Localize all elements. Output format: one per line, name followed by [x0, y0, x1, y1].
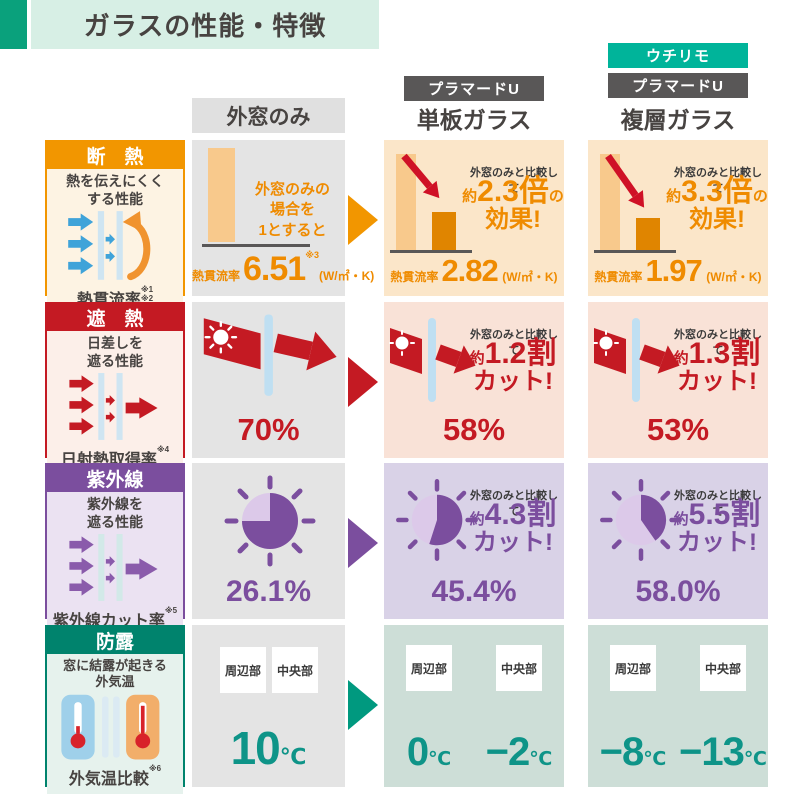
effect-text: 約2.3倍の 効果!: [462, 175, 564, 233]
cell-shade-base: 70%: [192, 302, 345, 458]
compare-note: 外窓のみと比較して: [674, 329, 762, 357]
feature-title: 紫外線: [47, 465, 183, 492]
effect-text: 約3.3倍の 効果!: [666, 175, 768, 233]
feature-card-insulation: 断 熱 熱を伝えにくく する性能 熱貫流率※1 ※2: [45, 140, 185, 315]
temp-value-center: −2℃: [485, 730, 553, 774]
feature-desc: 紫外線を 遮る性能: [87, 496, 143, 530]
uv-icon: [69, 534, 158, 601]
arrow-right-icon: [348, 518, 378, 568]
cut-text: 約1.2割 カット!: [469, 337, 557, 395]
feature-card-uv: 紫外線 紫外線を 遮る性能 紫外線カット率※5: [45, 463, 185, 636]
cell-uv-base: 26.1%: [192, 463, 345, 619]
temp-value: 10℃: [230, 722, 307, 774]
sun-arrow-icon: [203, 314, 337, 396]
label-box-edge: 周辺部: [406, 645, 452, 691]
base-note: 外窓のみの 場合を 1とすると: [254, 181, 330, 239]
title-accent-bar: [0, 0, 27, 49]
column3-uchirimo-badge: ウチリモ: [608, 43, 748, 68]
column3-brand-badge: プラマードU: [608, 73, 748, 98]
metric-value: 熱貫流率6.51※3(W/㎡・K): [192, 250, 375, 288]
arrow-right-icon: [348, 195, 378, 245]
label-box-center: 中央部: [700, 645, 746, 691]
percent-value: 58%: [442, 412, 506, 447]
cell-insulation-single: 外窓のみと比較して 約2.3倍の 効果! 熱貫流率2.82 (W/㎡・K): [384, 140, 564, 296]
feature-title: 防露: [47, 627, 183, 654]
feature-desc: 日差しを 遮る性能: [87, 335, 143, 369]
feature-desc: 熱を伝えにくく する性能: [66, 173, 164, 207]
cell-uv-single: 外窓のみと比較して 約4.3割 カット! 45.4%: [384, 463, 564, 619]
cell-shade-single: 外窓のみと比較して 約1.2割 カット! 58%: [384, 302, 564, 458]
cell-dew-single: 周辺部 中央部 0℃ −2℃: [384, 625, 564, 787]
compare-note: 外窓のみと比較して: [470, 490, 558, 518]
bar-base: [208, 148, 235, 242]
column2-label: 単板ガラス: [416, 107, 532, 133]
column2-brand-badge: プラマードU: [404, 76, 544, 101]
bar-drop-chart-icon: [594, 153, 676, 253]
column3-label: 複層ガラス: [620, 107, 736, 133]
sun-pie-icon: [396, 479, 478, 561]
bar-drop-chart-icon: [390, 153, 472, 253]
arrow-right-icon: [348, 357, 378, 407]
cell-insulation-double: 外窓のみと比較して 約3.3倍の 効果! 熱貫流率1.97 (W/㎡・K): [588, 140, 768, 296]
metric-value: 熱貫流率1.97 (W/㎡・K): [594, 253, 762, 288]
cell-uv-double: 外窓のみと比較して 約5.5割 カット! 58.0%: [588, 463, 768, 619]
feature-title: 遮 熱: [47, 304, 183, 331]
percent-value: 26.1%: [225, 575, 312, 608]
feature-desc: 窓に結露が起きる 外気温: [63, 658, 167, 690]
cut-text: 約4.3割 カット!: [469, 498, 557, 556]
shade-icon: [69, 373, 158, 440]
cut-text: 約1.3割 カット!: [673, 337, 761, 395]
sun-cut-icon: [593, 318, 680, 402]
compare-note: 外窓のみと比較して: [470, 329, 558, 357]
cell-dew-double: 周辺部 中央部 −8℃ −13℃: [588, 625, 768, 787]
compare-note: 外窓のみと比較して: [674, 490, 762, 518]
percent-value: 53%: [646, 412, 710, 447]
temp-value-edge: 0℃: [406, 730, 452, 774]
cell-dew-base: 周辺部 中央部 10℃: [192, 625, 345, 787]
sun-pie-icon: [600, 479, 682, 561]
label-box-center: 中央部: [272, 647, 318, 693]
feature-metric: 外気温比較※6: [68, 763, 162, 788]
percent-value: 45.4%: [431, 575, 517, 608]
metric-value: 熱貫流率2.82 (W/㎡・K): [390, 253, 558, 288]
arrow-right-icon: [348, 680, 378, 730]
percent-value: 70%: [237, 412, 300, 447]
label-box-edge: 周辺部: [220, 647, 266, 693]
temp-value-center: −13℃: [679, 730, 767, 774]
cell-shade-double: 外窓のみと比較して 約1.3割 カット! 53%: [588, 302, 768, 458]
temp-value-edge: −8℃: [599, 730, 667, 774]
insulation-icon: [68, 211, 151, 281]
page-title: ガラスの性能・特徴: [31, 0, 379, 49]
feature-title: 断 熱: [47, 142, 183, 169]
percent-value: 58.0%: [635, 575, 721, 608]
sun-pie-icon: [224, 475, 316, 567]
label-box-center: 中央部: [496, 645, 542, 691]
feature-card-shade: 遮 熱 日差しを 遮る性能 日射熱取得率※4: [45, 302, 185, 475]
cell-insulation-base: 外窓のみの 場合を 1とすると 熱貫流率6.51※3(W/㎡・K): [192, 140, 375, 296]
sun-cut-icon: [389, 318, 476, 402]
feature-card-dew: 防露 窓に結露が起きる 外気温 外気温比較※6: [45, 625, 185, 794]
thermometer-icon: [61, 694, 160, 759]
label-box-edge: 周辺部: [610, 645, 656, 691]
baseline: [202, 244, 310, 247]
compare-note: 外窓のみと比較して: [674, 167, 762, 195]
column-header-base: 外窓のみ: [192, 98, 345, 133]
cut-text: 約5.5割 カット!: [673, 498, 761, 556]
compare-note: 外窓のみと比較して: [470, 167, 558, 195]
